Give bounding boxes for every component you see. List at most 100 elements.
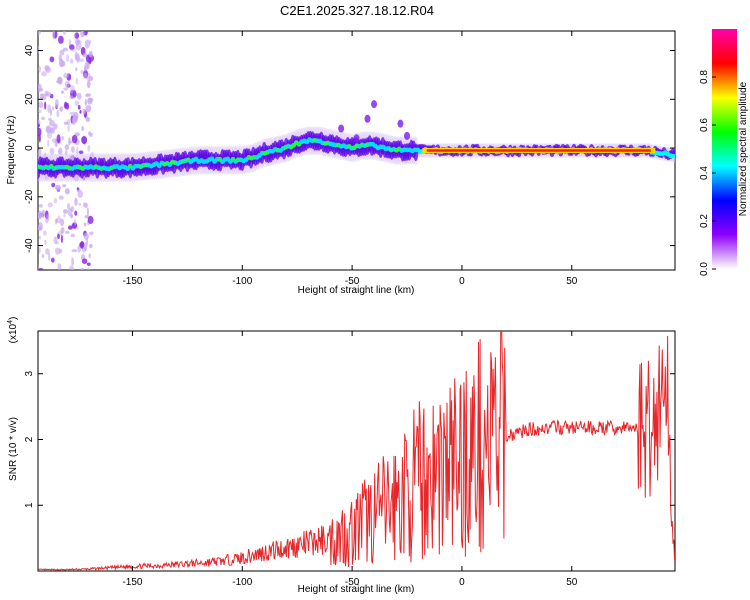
colorbar-tick-label: 0.6 <box>699 118 710 132</box>
noise-blob <box>86 262 91 266</box>
noise-blob <box>58 58 64 68</box>
noise-blob <box>81 126 84 132</box>
noise-blob <box>38 87 44 92</box>
noise-blob <box>86 268 91 270</box>
colorbar-tick-label: 0.0 <box>699 262 710 276</box>
noise-blob <box>68 137 71 146</box>
side-blob <box>371 100 378 109</box>
noise-blob <box>81 135 88 145</box>
noise-blob <box>75 146 79 156</box>
noise-blob <box>59 106 64 112</box>
noise-blob <box>38 31 41 36</box>
noise-blob <box>66 203 71 210</box>
noise-blob <box>45 66 52 73</box>
spectrogram-x-ticks: -150 -100 -50 0 50 <box>122 31 578 287</box>
noise-blob <box>81 258 88 264</box>
noise-blob <box>57 263 62 270</box>
y-tick-label: 0 <box>24 145 35 151</box>
noise-blob <box>83 232 89 240</box>
noise-blob <box>78 202 82 206</box>
noise-blob <box>41 71 47 77</box>
x-tick-label: 0 <box>459 577 465 588</box>
noise-blob <box>75 41 82 51</box>
snr-frame <box>37 330 676 572</box>
noise-blob <box>87 215 94 225</box>
noise-blob <box>52 31 56 40</box>
noise-blob <box>53 236 58 245</box>
noise-blob <box>82 53 88 58</box>
noise-blob <box>57 76 62 84</box>
noise-blob <box>51 138 57 143</box>
noise-blob <box>80 267 85 270</box>
noise-blob <box>51 182 56 188</box>
noise-blob <box>79 110 82 114</box>
noise-blob <box>75 67 78 71</box>
noise-blob <box>87 145 91 152</box>
noise-blob <box>38 109 42 113</box>
noise-blob <box>48 252 51 261</box>
noise-blob <box>38 65 42 73</box>
spectrogram-y-axis-label: Frequency (Hz) <box>6 116 17 185</box>
noise-blob <box>71 249 78 253</box>
x-tick-label: -50 <box>345 276 360 287</box>
noise-blob <box>67 208 73 217</box>
y-tick-label: -20 <box>24 189 35 204</box>
noise-blob <box>66 118 71 125</box>
noise-blob <box>69 44 75 50</box>
noise-blob <box>57 35 64 44</box>
noise-blob <box>71 257 75 267</box>
ridge-core <box>670 153 675 159</box>
noise-blob <box>84 93 89 98</box>
noise-blob <box>38 123 40 128</box>
noise-blob <box>45 126 52 134</box>
snr-y-axis-label: SNR (10 * v/v) <box>8 417 19 481</box>
noise-blob <box>67 123 70 133</box>
noise-blob <box>45 248 50 255</box>
snr-y-multiplier: (x104) <box>7 317 19 344</box>
noise-blob <box>66 54 70 62</box>
noise-blob <box>72 116 76 126</box>
noise-blob <box>53 123 58 130</box>
y-tick-label: 20 <box>24 93 35 105</box>
noise-blob <box>83 72 88 79</box>
noise-blob <box>38 222 43 231</box>
noise-blob <box>64 230 70 234</box>
snr-series-line <box>38 331 675 571</box>
noise-blob <box>55 185 60 190</box>
noise-blob <box>86 62 90 70</box>
noise-blob <box>88 253 91 259</box>
y-tick-label: -40 <box>24 238 35 253</box>
colorbar-tick-label: 0.8 <box>699 70 710 84</box>
x-tick-label: -50 <box>345 577 360 588</box>
noise-blob <box>62 31 67 35</box>
page-title: C2E1.2025.327.18.12.R04 <box>280 3 434 18</box>
noise-blob <box>58 150 61 154</box>
noise-blob <box>57 233 60 239</box>
noise-blob <box>45 92 52 97</box>
noise-blob <box>88 131 91 136</box>
x-tick-label: 0 <box>459 276 465 287</box>
noise-blob <box>47 104 52 114</box>
snr-multiplier-close: ) <box>8 317 19 320</box>
noise-blob <box>77 104 81 110</box>
noise-blob <box>64 144 70 151</box>
noise-blob <box>38 127 42 137</box>
noise-blob <box>53 197 58 204</box>
noise-blob <box>83 65 87 72</box>
colorbar-tick-label: 0.4 <box>699 166 710 180</box>
noise-blob <box>57 215 61 224</box>
noise-blob <box>38 203 43 208</box>
noise-blob <box>38 133 41 143</box>
noise-blob <box>80 31 85 38</box>
side-blob <box>397 119 404 128</box>
y-tick-label: 2 <box>24 436 35 442</box>
noise-blob <box>73 33 76 38</box>
spectrogram-y-ticks: -40 -20 0 20 40 <box>24 45 675 253</box>
noise-blob <box>76 187 79 191</box>
noise-blob <box>89 243 93 249</box>
snr-x-ticks: -150 -100 -50 0 50 <box>122 331 578 588</box>
noise-blob <box>76 92 82 100</box>
side-blob <box>353 134 360 143</box>
noise-blob <box>71 146 75 153</box>
